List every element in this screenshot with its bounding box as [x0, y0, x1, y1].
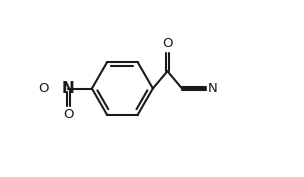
Text: N: N — [62, 81, 74, 96]
Text: O: O — [162, 37, 173, 50]
Text: O: O — [38, 82, 48, 95]
Text: N: N — [208, 82, 218, 95]
Text: O: O — [63, 108, 73, 121]
